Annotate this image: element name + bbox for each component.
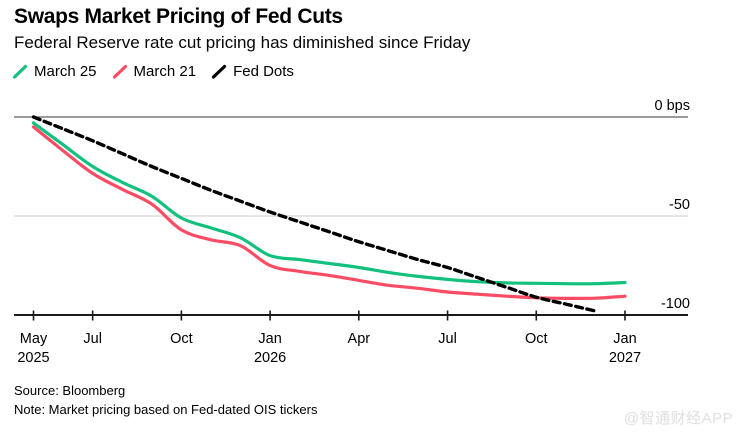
legend-label: March 25 [34, 63, 97, 80]
y-axis-label: -100 [661, 296, 690, 312]
series-line-march-25 [31, 121, 627, 286]
legend-item-march-21: March 21 [112, 63, 197, 80]
x-axis-year-label: 2026 [254, 350, 286, 366]
legend-label: Fed Dots [233, 63, 294, 80]
chart-title: Swaps Market Pricing of Fed Cuts [14, 5, 343, 28]
legend: March 25 March 21 Fed Dots [12, 63, 294, 80]
y-axis-label: 0 bps [655, 98, 690, 114]
legend-item-march-25: March 25 [12, 63, 97, 80]
line-swatch-icon [211, 64, 227, 79]
x-axis-year-label: 2025 [17, 350, 49, 366]
y-axis-label: -50 [669, 197, 690, 213]
series-line-march-21 [31, 125, 627, 301]
x-axis-label: Oct [525, 331, 548, 347]
x-axis-label: Jan [613, 331, 636, 347]
x-axis-label: Jul [438, 331, 457, 347]
x-axis-label: Jul [83, 331, 102, 347]
methodology-note: Note: Market pricing based on Fed-dated … [14, 402, 318, 417]
x-axis-label: Oct [170, 331, 193, 347]
legend-item-fed-dots: Fed Dots [211, 63, 294, 80]
legend-label: March 21 [133, 63, 197, 80]
x-axis-year-label: 2027 [609, 350, 641, 366]
x-axis-label: May [20, 331, 48, 347]
line-swatch-icon [112, 64, 127, 79]
watermark: @智通财经APP [623, 410, 733, 427]
x-axis-label: Jan [258, 331, 281, 347]
source-note: Source: Bloomberg [14, 383, 126, 398]
line-swatch-icon [12, 64, 28, 79]
series-line-fed-dots [31, 115, 598, 313]
chart-subtitle: Federal Reserve rate cut pricing has dim… [14, 33, 471, 52]
x-axis-label: Apr [348, 331, 371, 347]
